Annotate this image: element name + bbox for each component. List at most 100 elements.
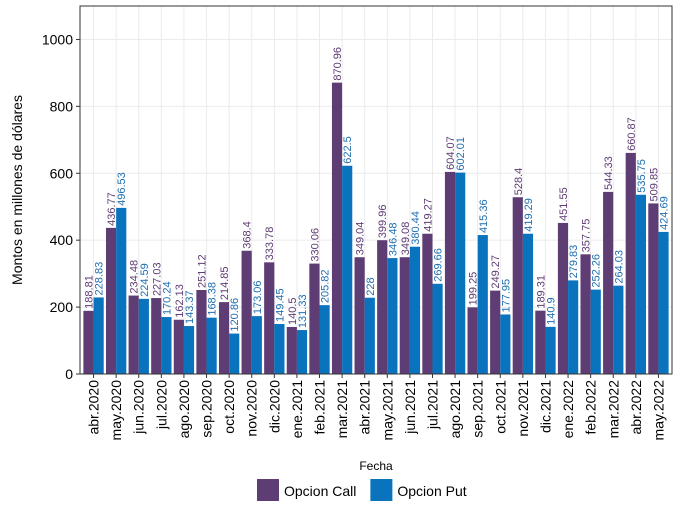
legend-label: Opcion Put [397,483,466,499]
bar [364,297,375,374]
bar [648,203,659,374]
bar [183,326,195,374]
bar [319,305,330,374]
value-label: 162.13 [174,284,186,318]
value-label: 380.44 [410,211,422,245]
bar [409,246,421,374]
bar [331,82,343,374]
x-axis-title: Fecha [359,459,393,473]
x-tick-label: abr.2022 [628,380,644,435]
value-label: 349.08 [400,222,412,256]
bar [206,317,217,374]
x-tick-label: ago.2021 [447,380,463,439]
legend-label: Opcion Call [284,483,356,499]
y-tick-label: 800 [50,98,74,114]
value-label: 602.01 [455,137,467,171]
bar [309,263,320,374]
bar [241,250,252,374]
value-label: 368.4 [242,221,254,249]
bar [490,290,501,374]
x-tick-label: jul.2020 [153,380,169,430]
y-axis-title: Montos en millones de dólares [9,95,25,285]
legend-swatch [370,479,393,501]
value-label: 177.95 [500,279,512,313]
bar [658,231,669,374]
x-tick-label: dic.2020 [266,380,282,433]
x-tick-label: sep.2020 [199,380,215,438]
value-label: 269.66 [433,248,445,282]
bar [218,302,230,374]
bar [422,233,433,374]
value-label: 131.33 [297,294,309,328]
value-label: 227.03 [151,262,163,296]
value-label: 188.81 [83,275,95,309]
value-label: 168.38 [207,282,219,316]
value-label: 264.03 [613,250,625,284]
x-tick-label: ene.2021 [289,380,305,439]
bar [613,285,624,374]
bar [432,283,443,374]
value-label: 189.31 [535,275,547,309]
bar [467,307,478,374]
bar [545,326,556,374]
bar [568,280,579,374]
value-label: 660.87 [626,117,638,151]
value-label: 436.77 [106,192,118,226]
value-label: 451.55 [558,187,570,221]
bar [500,314,511,374]
y-tick-label: 600 [50,165,74,181]
x-tick-label: mar.2022 [605,380,621,439]
bar [455,172,466,374]
bar [264,262,275,374]
value-label: 330.06 [309,228,321,262]
value-label: 622.5 [342,136,354,164]
x-tick-label: dic.2021 [537,380,553,433]
bar [557,222,569,374]
bar [590,289,601,374]
bar [138,298,149,374]
x-tick-label: may.2020 [108,380,124,441]
bar [286,326,297,374]
y-tick-label: 0 [65,366,73,382]
value-label: 535.75 [636,159,648,193]
bar [522,233,534,374]
value-label: 496.53 [116,172,128,206]
y-tick-label: 200 [50,299,74,315]
bar [196,289,207,374]
x-tick-label: jul.2021 [424,380,440,430]
x-tick-label: abr.2021 [357,380,373,435]
bar [512,197,523,374]
bar [377,240,388,374]
bar [128,295,139,374]
bar [354,257,365,374]
value-label: 252.26 [591,254,603,288]
value-label: 149.45 [274,288,286,322]
bar [83,310,94,374]
x-tick-label: may.2021 [379,380,395,441]
value-label: 224.59 [139,263,151,297]
value-label: 234.48 [129,260,141,294]
bar [173,319,184,374]
bar [444,171,456,374]
bar [274,324,285,374]
bar [151,298,162,374]
value-label: 199.25 [468,272,480,306]
value-label: 140.5 [287,297,299,325]
bar [105,227,117,374]
panel-border [79,5,673,375]
x-tick-label: oct.2020 [221,380,237,434]
y-tick-label: 400 [50,232,74,248]
value-label: 399.96 [377,205,389,239]
x-tick-label: may.2022 [650,380,666,441]
value-label: 228 [365,277,377,295]
x-tick-label: jun.2020 [131,380,147,435]
legend-swatch [257,479,279,501]
value-label: 279.83 [568,245,580,279]
value-label: 173.06 [252,280,264,314]
value-label: 205.82 [320,269,332,303]
bar [229,333,240,374]
value-label: 415.36 [478,199,490,233]
value-label: 140.9 [546,297,558,325]
x-tick-label: nov.2021 [515,380,531,437]
bar [296,330,308,374]
